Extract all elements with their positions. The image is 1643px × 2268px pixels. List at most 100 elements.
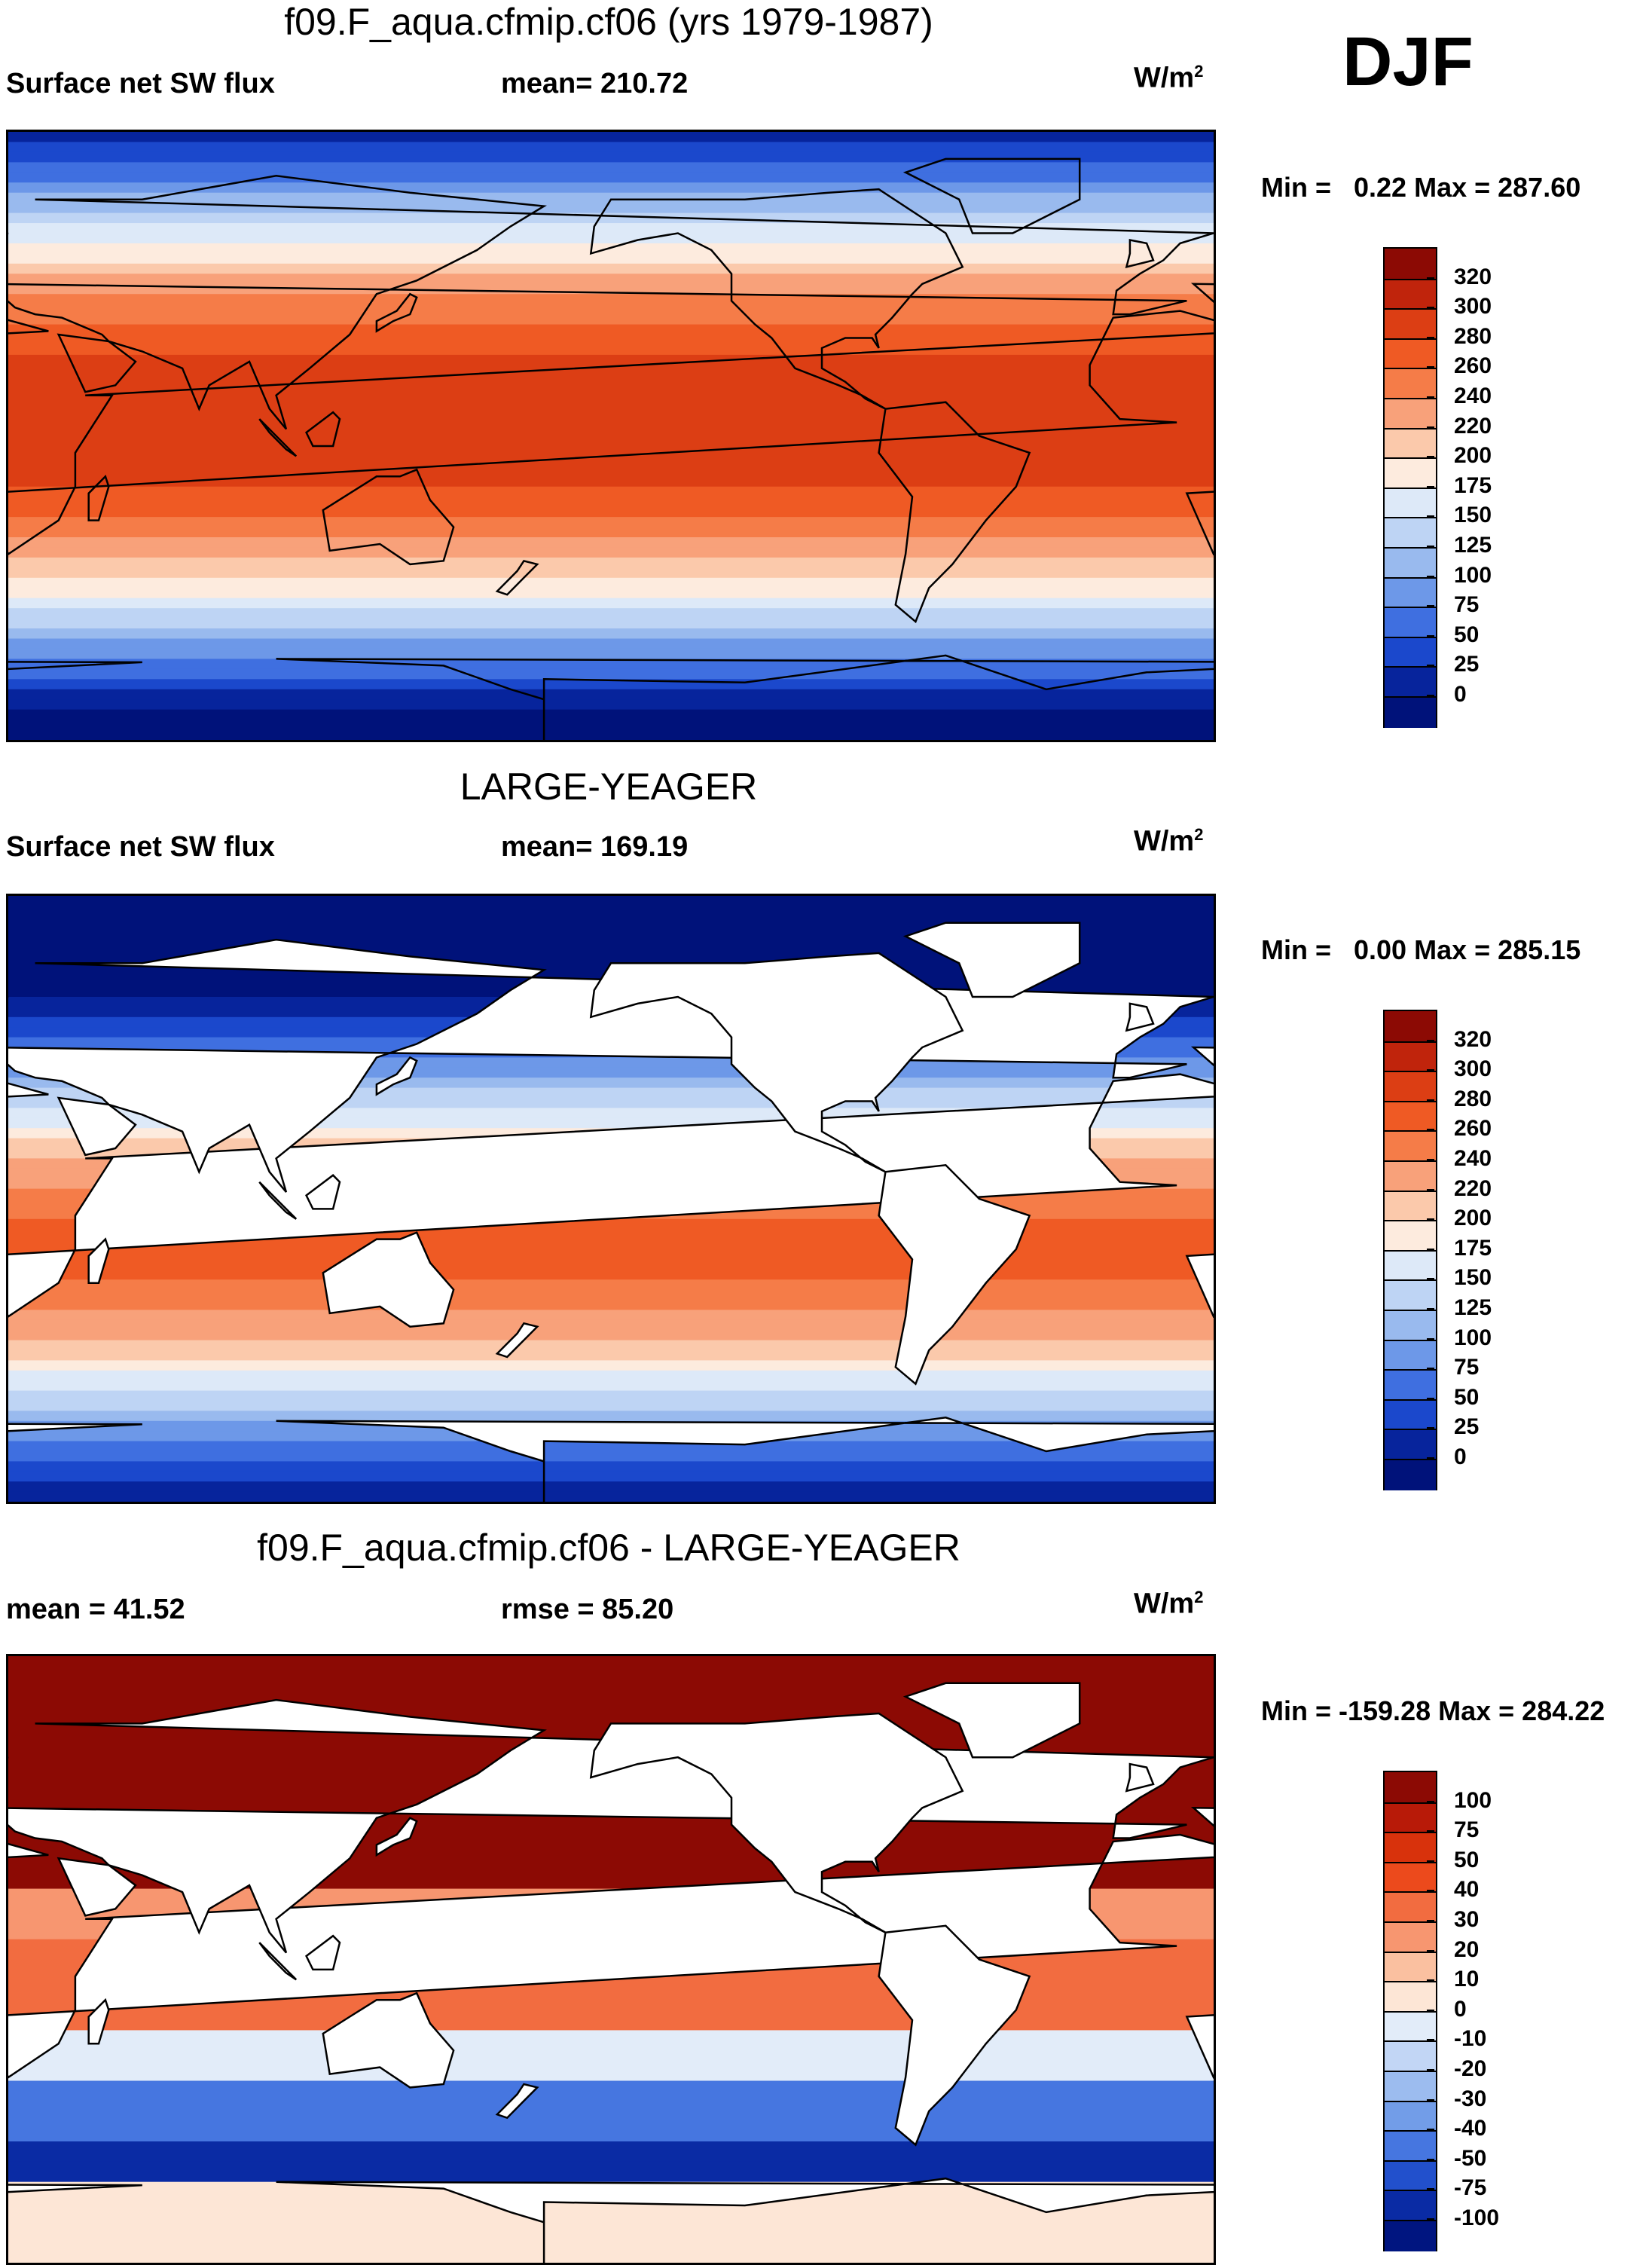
colorbar-swatch: [1385, 1339, 1436, 1371]
coastline-australia: [322, 1991, 455, 2089]
field-band: [8, 354, 1214, 366]
map-field-model: [8, 132, 1214, 740]
colorbar-tick: [1427, 1188, 1434, 1191]
colorbar-swatch: [1385, 576, 1436, 609]
center-label-obs: mean= 169.19: [501, 831, 689, 863]
colorbar-tick-label: 125: [1454, 533, 1492, 558]
coastline-antarctica: [8, 654, 1214, 740]
panel-title-obs: LARGE-YEAGER: [460, 766, 758, 808]
colorbar-swatch: [1385, 2159, 1436, 2192]
field-band: [8, 2020, 1214, 2031]
colorbar-tick-label: 0: [1454, 1444, 1467, 1469]
coastline-borneo: [305, 411, 341, 448]
field-band: [8, 2071, 1214, 2082]
field-band: [8, 385, 1214, 396]
field-band: [8, 162, 1214, 173]
colorbar-swatch: [1385, 1772, 1436, 1802]
colorbar-swatch: [1385, 666, 1436, 698]
coastline-japan: [375, 292, 418, 333]
field-band: [8, 2242, 1214, 2254]
colorbar-swatch: [1385, 1310, 1436, 1341]
colorbar-swatch: [1385, 278, 1436, 310]
field-band: [8, 2141, 1214, 2153]
coastline-borneo: [305, 1934, 341, 1971]
colorbar-swatch: [1385, 1369, 1436, 1401]
field-band: [8, 557, 1214, 569]
field-band: [8, 567, 1214, 579]
field-band: [8, 1310, 1214, 1321]
coastline-nz: [495, 559, 539, 596]
field-band: [8, 1350, 1214, 1362]
colorbar-tick-label: 0: [1454, 1996, 1467, 2022]
colorbar-tick: [1427, 396, 1434, 398]
colorbar-tick: [1427, 1099, 1434, 1101]
field-band: [8, 486, 1214, 498]
colorbar-tick-label: -75: [1454, 2175, 1487, 2201]
coastline-africa: [8, 1073, 1214, 1319]
colorbar-swatch: [1385, 1921, 1436, 1953]
coastline-southamerica: [878, 1163, 1031, 1386]
colorbar-swatch: [1385, 1861, 1436, 1894]
coastline-northamerica: [589, 188, 964, 410]
colorbar-tick-label: 40: [1454, 1877, 1480, 1903]
minmax-diff: Min = -159.28 Max = 284.22: [1261, 1695, 1605, 1726]
map-diff: [6, 1654, 1216, 2265]
field-band: [8, 212, 1214, 225]
field-band: [8, 598, 1214, 610]
colorbar-swatch: [1385, 636, 1436, 668]
field-band: [8, 1300, 1214, 1311]
colorbar-tick-label: 20: [1454, 1936, 1480, 1962]
map-model: [6, 130, 1216, 742]
colorbar-tick: [1427, 1308, 1434, 1310]
colorbar-tick-label: -30: [1454, 2086, 1487, 2111]
coastline-australia: [322, 468, 455, 566]
colorbar-box: [1383, 247, 1437, 728]
colorbar-tick-label: 30: [1454, 1907, 1480, 1932]
coastline-northamerica: [589, 1712, 964, 1933]
colorbar-tick: [1427, 1830, 1434, 1832]
colorbar-tick-label: 100: [1454, 1787, 1492, 1813]
colorbar-tick: [1427, 1890, 1434, 1892]
colorbar-tick-label: 280: [1454, 323, 1492, 349]
field-band: [8, 517, 1214, 528]
colorbar-swatch: [1385, 1279, 1436, 1311]
coastline-uk: [1125, 238, 1155, 269]
colorbar-tick-label: 150: [1454, 503, 1492, 528]
colorbar-tick: [1427, 1039, 1434, 1041]
field-band: [8, 2101, 1214, 2112]
colorbar-tick: [1427, 277, 1434, 279]
field-band: [8, 192, 1214, 204]
field-band: [8, 1401, 1214, 1412]
colorbar-tick: [1427, 515, 1434, 518]
field-band: [8, 679, 1214, 690]
colorbar-tick: [1427, 1159, 1434, 1160]
field-band: [8, 729, 1214, 740]
colorbar-swatch: [1385, 547, 1436, 579]
coastline-arabia: [56, 333, 137, 393]
colorbar-tick: [1427, 366, 1434, 368]
center-label-model: mean= 210.72: [501, 68, 689, 99]
colorbar-tick-label: 200: [1454, 443, 1492, 469]
units-exponent: 2: [1194, 1588, 1204, 1606]
colorbar-tick-label: 220: [1454, 1175, 1492, 1201]
colorbar-tick-label: 10: [1454, 1967, 1480, 1992]
colorbar-swatch: [1385, 1160, 1436, 1192]
colorbar-tick: [1427, 1337, 1434, 1340]
colorbar-tick: [1427, 2039, 1434, 2041]
field-band: [8, 2161, 1214, 2173]
field-band: [8, 1279, 1214, 1291]
field-band: [8, 638, 1214, 650]
field-band: [8, 689, 1214, 701]
field-band: [8, 709, 1214, 721]
colorbar-swatch: [1385, 2100, 1436, 2132]
colorbar-tick-label: -10: [1454, 2026, 1487, 2052]
colorbar-tick-label: 25: [1454, 652, 1480, 677]
colorbar-tick: [1427, 456, 1434, 458]
map-field-obs: [8, 896, 1214, 1502]
colorbar-swatch: [1385, 1429, 1436, 1460]
colorbar-tick-label: 100: [1454, 562, 1492, 588]
colorbar-tick-label: -50: [1454, 2145, 1487, 2171]
colorbar-tick: [1427, 2218, 1434, 2220]
field-band: [8, 233, 1214, 244]
coastline-antarctica: [8, 2177, 1214, 2263]
